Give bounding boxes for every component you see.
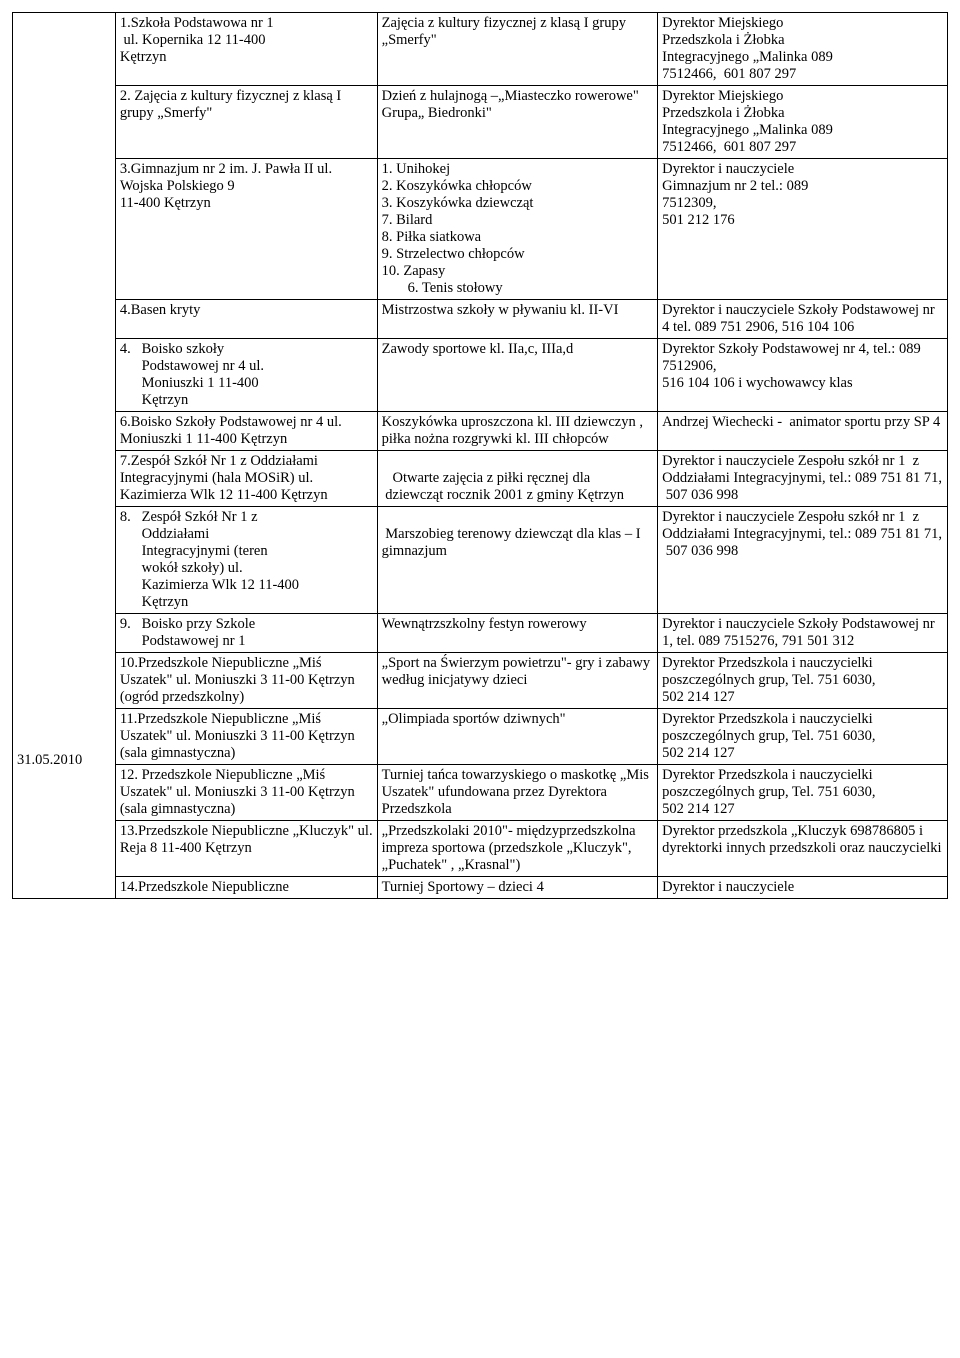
cell-activity: „Olimpiada sportów dziwnych" [377, 709, 658, 765]
table-row: 12. Przedszkole Niepubliczne „Miś Uszate… [13, 765, 948, 821]
cell-contact: Dyrektor przedszkola „Kluczyk 698786805 … [658, 821, 948, 877]
cell-activity: „Przedszkolaki 2010"- międzyprzedszkolna… [377, 821, 658, 877]
table-row: 6.Boisko Szkoły Podstawowej nr 4 ul. Mon… [13, 412, 948, 451]
cell-contact: Dyrektor i nauczyciele Szkoły Podstawowe… [658, 614, 948, 653]
schedule-table: 31.05.2010 1.Szkoła Podstawowa nr 1 ul. K… [12, 12, 948, 899]
table-row: 4.Basen krytyMistrzostwa szkoły w pływan… [13, 300, 948, 339]
table-row: 13.Przedszkole Niepubliczne „Kluczyk" ul… [13, 821, 948, 877]
table-row: 2. Zajęcia z kultury fizycznej z klasą I… [13, 86, 948, 159]
cell-contact: Dyrektor Szkoły Podstawowej nr 4, tel.: … [658, 339, 948, 412]
cell-contact: Andrzej Wiechecki - animator sportu przy… [658, 412, 948, 451]
table-row: 14.Przedszkole NiepubliczneTurniej Sport… [13, 877, 948, 899]
cell-contact: Dyrektor i nauczyciele [658, 877, 948, 899]
cell-contact: Dyrektor Miejskiego Przedszkola i Żłobka… [658, 13, 948, 86]
table-row: 11.Przedszkole Niepubliczne „Miś Uszatek… [13, 709, 948, 765]
cell-activity: 1. Unihokej2. Koszykówka chłopców3. Kosz… [377, 159, 658, 300]
cell-location: 12. Przedszkole Niepubliczne „Miś Uszate… [115, 765, 377, 821]
table-row: 3.Gimnazjum nr 2 im. J. Pawła II ul. Woj… [13, 159, 948, 300]
cell-contact: Dyrektor i nauczyciele Gimnazjum nr 2 te… [658, 159, 948, 300]
table-row: 10.Przedszkole Niepubliczne „Miś Uszatek… [13, 653, 948, 709]
cell-contact: Dyrektor Przedszkola i nauczycielki posz… [658, 765, 948, 821]
cell-location: 3.Gimnazjum nr 2 im. J. Pawła II ul. Woj… [115, 159, 377, 300]
cell-location: 1.Szkoła Podstawowa nr 1 ul. Kopernika 1… [115, 13, 377, 86]
cell-activity: Wewnątrzszkolny festyn rowerowy [377, 614, 658, 653]
table-row: 7.Zespół Szkół Nr 1 z Oddziałami Integra… [13, 451, 948, 507]
cell-location: 4. Boisko szkoły Podstawowej nr 4 ul. Mo… [115, 339, 377, 412]
cell-location: 9. Boisko przy Szkole Podstawowej nr 1 [115, 614, 377, 653]
cell-contact: Dyrektor i nauczyciele Szkoły Podstawowe… [658, 300, 948, 339]
table-row: 31.05.20101.Szkoła Podstawowa nr 1 ul. K… [13, 13, 948, 86]
table-row: 8. Zespół Szkół Nr 1 z Oddziałami Integr… [13, 507, 948, 614]
cell-activity: Dzień z hulajnogą –„Miasteczko rowerowe"… [377, 86, 658, 159]
cell-activity: Zajęcia z kultury fizycznej z klasą I gr… [377, 13, 658, 86]
cell-location: 10.Przedszkole Niepubliczne „Miś Uszatek… [115, 653, 377, 709]
table-row: 9. Boisko przy Szkole Podstawowej nr 1We… [13, 614, 948, 653]
date-label: 31.05.2010 [17, 752, 111, 769]
cell-contact: Dyrektor Przedszkola i nauczycielki posz… [658, 653, 948, 709]
cell-location: 11.Przedszkole Niepubliczne „Miś Uszatek… [115, 709, 377, 765]
cell-location: 8. Zespół Szkół Nr 1 z Oddziałami Integr… [115, 507, 377, 614]
cell-activity: Turniej tańca towarzyskiego o maskotkę „… [377, 765, 658, 821]
cell-location: 13.Przedszkole Niepubliczne „Kluczyk" ul… [115, 821, 377, 877]
cell-location: 7.Zespół Szkół Nr 1 z Oddziałami Integra… [115, 451, 377, 507]
cell-activity: Turniej Sportowy – dzieci 4 [377, 877, 658, 899]
cell-location: 4.Basen kryty [115, 300, 377, 339]
cell-location: 2. Zajęcia z kultury fizycznej z klasą I… [115, 86, 377, 159]
cell-contact: Dyrektor i nauczyciele Zespołu szkół nr … [658, 451, 948, 507]
cell-activity: „Sport na Świerzym powietrzu"- gry i zab… [377, 653, 658, 709]
cell-activity: Zawody sportowe kl. IIa,c, IIIa,d [377, 339, 658, 412]
cell-activity: Otwarte zajęcia z piłki ręcznej dla dzie… [377, 451, 658, 507]
table-row: 4. Boisko szkoły Podstawowej nr 4 ul. Mo… [13, 339, 948, 412]
date-cell: 31.05.2010 [13, 13, 116, 899]
cell-contact: Dyrektor i nauczyciele Zespołu szkół nr … [658, 507, 948, 614]
cell-activity: Koszykówka uproszczona kl. III dziewczyn… [377, 412, 658, 451]
cell-contact: Dyrektor Miejskiego Przedszkola i Żłobka… [658, 86, 948, 159]
cell-activity: Mistrzostwa szkoły w pływaniu kl. II-VI [377, 300, 658, 339]
cell-contact: Dyrektor Przedszkola i nauczycielki posz… [658, 709, 948, 765]
cell-location: 14.Przedszkole Niepubliczne [115, 877, 377, 899]
cell-activity: Marszobieg terenowy dziewcząt dla klas –… [377, 507, 658, 614]
cell-location: 6.Boisko Szkoły Podstawowej nr 4 ul. Mon… [115, 412, 377, 451]
